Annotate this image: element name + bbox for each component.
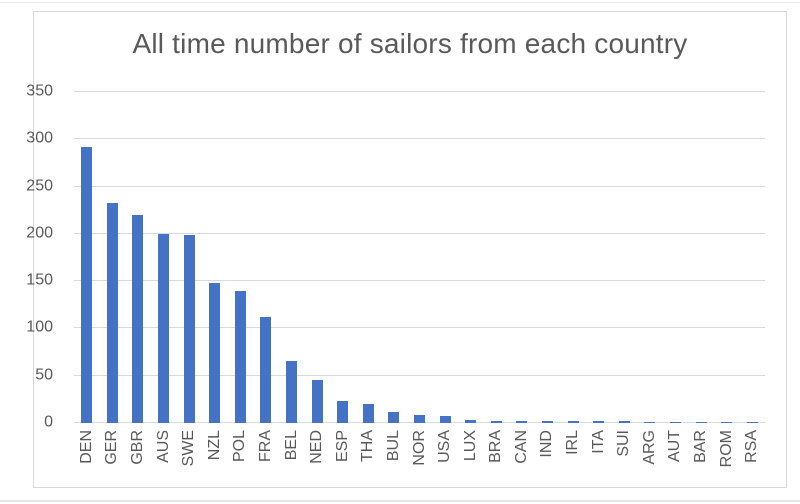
x-tick-label-rsa: RSA xyxy=(743,430,761,463)
page-top-divider xyxy=(0,2,800,3)
bar-bul xyxy=(388,411,400,423)
bar-rom xyxy=(721,422,733,423)
gridline-300 xyxy=(74,138,765,140)
x-tick-label-ger: GER xyxy=(103,430,121,465)
x-tick-label-tha: THA xyxy=(359,430,377,462)
x-tick-label-aus: AUS xyxy=(154,430,172,463)
bar-usa xyxy=(439,416,451,423)
x-tick-label-bar: BAR xyxy=(692,430,710,463)
y-tick-label-50: 50 xyxy=(35,366,53,384)
bar-sui xyxy=(618,421,630,423)
x-tick-label-can: CAN xyxy=(512,430,530,464)
x-tick-label-bel: BEL xyxy=(282,430,300,461)
x-tick-label-nzl: NZL xyxy=(205,430,223,461)
x-tick-label-irl: IRL xyxy=(564,430,582,455)
x-tick-label-bra: BRA xyxy=(487,430,505,463)
bar-ger xyxy=(106,202,118,423)
y-tick-label-300: 300 xyxy=(26,129,53,147)
x-tick-label-rom: ROM xyxy=(717,430,735,468)
x-tick-label-ind: IND xyxy=(538,430,556,458)
bar-bar xyxy=(695,422,707,423)
bar-tha xyxy=(362,404,374,423)
bar-bra xyxy=(490,421,502,423)
bar-lux xyxy=(465,420,477,423)
x-tick-label-lux: LUX xyxy=(461,430,479,462)
x-tick-label-aut: AUT xyxy=(666,430,684,462)
bar-aut xyxy=(669,422,681,423)
gridline-200 xyxy=(74,232,765,234)
x-tick-label-ita: ITA xyxy=(589,430,607,454)
bar-pol xyxy=(234,290,246,423)
x-tick-label-nor: NOR xyxy=(410,430,428,466)
x-tick-label-usa: USA xyxy=(436,430,454,463)
bar-gbr xyxy=(132,214,144,423)
x-tick-label-fra: FRA xyxy=(256,430,274,462)
bar-nzl xyxy=(209,283,221,423)
y-tick-label-250: 250 xyxy=(26,177,53,195)
x-tick-label-arg: ARG xyxy=(640,430,658,465)
bar-den xyxy=(81,146,93,423)
y-tick-label-350: 350 xyxy=(26,82,53,100)
bar-ind xyxy=(541,421,553,423)
bar-rsa xyxy=(746,422,758,423)
chart-title: All time number of sailors from each cou… xyxy=(132,28,688,59)
x-tick-label-pol: POL xyxy=(231,430,249,463)
gridline-350 xyxy=(74,91,765,92)
gridline-50 xyxy=(74,374,765,376)
bar-aus xyxy=(158,233,170,423)
y-tick-label-150: 150 xyxy=(26,271,53,289)
x-tick-label-bul: BUL xyxy=(384,430,402,462)
bar-bel xyxy=(286,360,298,423)
bar-nor xyxy=(414,415,425,423)
bar-swe xyxy=(183,234,195,423)
gridline-150 xyxy=(74,280,765,282)
gridline-100 xyxy=(74,327,765,329)
bar-ita xyxy=(593,421,605,423)
page-bottom-divider xyxy=(0,500,800,502)
y-tick-label-200: 200 xyxy=(26,224,53,242)
x-tick-label-sui: SUI xyxy=(615,430,633,457)
bar-can xyxy=(516,421,528,423)
chart-frame: All time number of sailors from each cou… xyxy=(26,11,787,488)
bar-irl xyxy=(567,421,579,423)
bar-arg xyxy=(644,422,656,423)
plot-area: 0 50 100 150 200 250 300 350 DEN GER GBR AUS SWE NZL P… xyxy=(26,83,765,467)
bar-ned xyxy=(311,380,323,423)
x-tick-label-ned: NED xyxy=(308,430,326,464)
x-tick-label-swe: SWE xyxy=(180,430,198,467)
bar-esp xyxy=(337,401,349,423)
x-tick-label-gbr: GBR xyxy=(128,430,146,465)
bar-fra xyxy=(260,317,272,423)
y-tick-label-100: 100 xyxy=(26,319,53,337)
x-tick-label-den: DEN xyxy=(77,430,95,464)
y-tick-label-0: 0 xyxy=(44,413,53,431)
gridline-250 xyxy=(74,185,765,187)
x-tick-label-esp: ESP xyxy=(333,430,351,463)
